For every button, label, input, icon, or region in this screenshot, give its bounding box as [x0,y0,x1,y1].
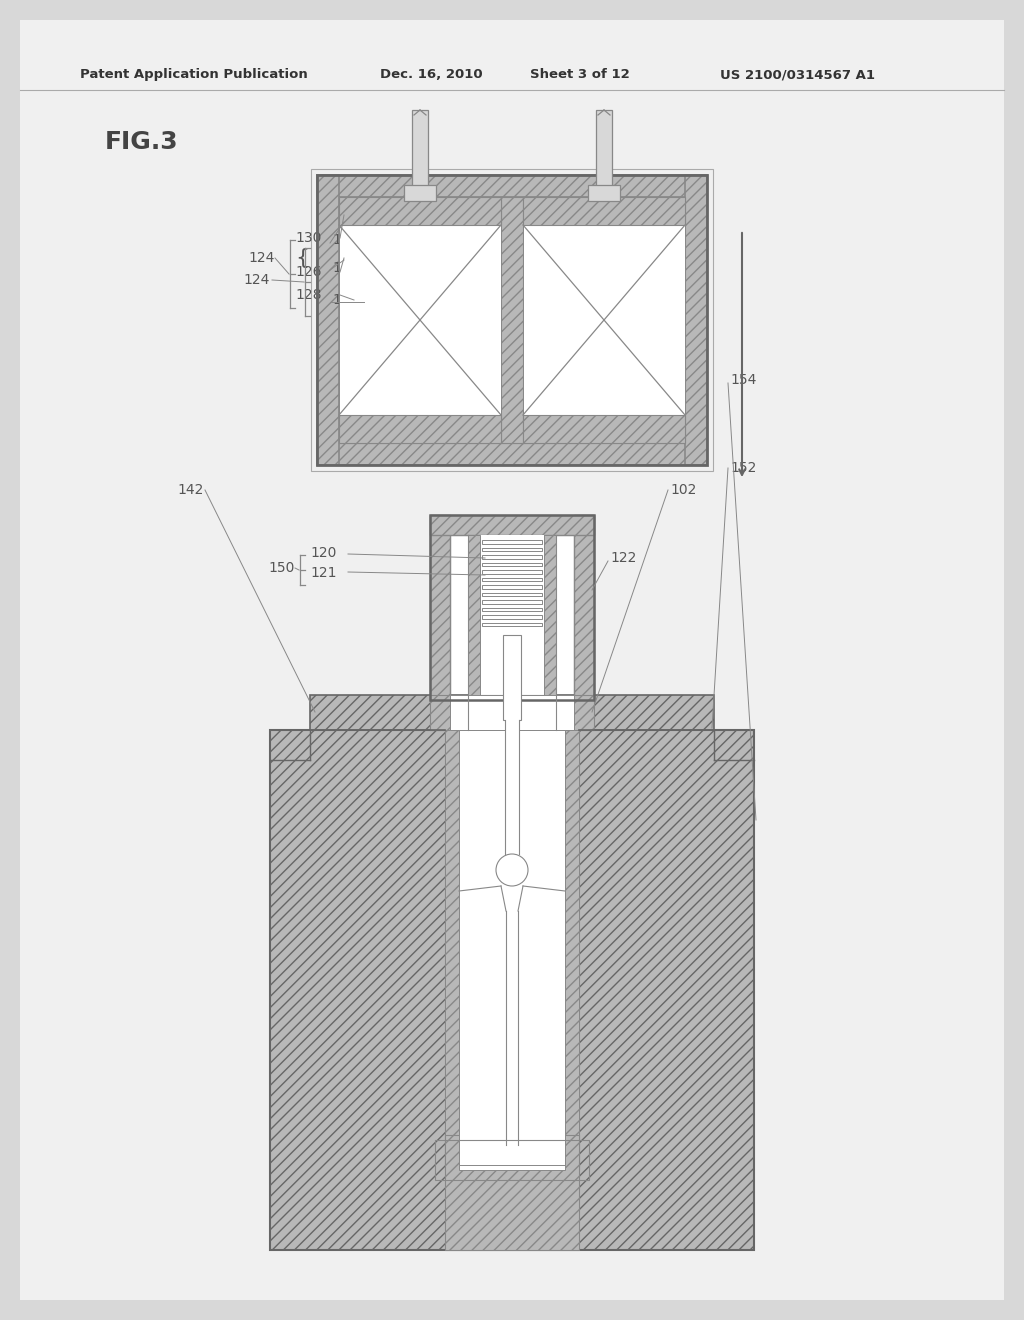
Text: 152: 152 [730,461,757,475]
Bar [596,110,612,197]
Bar [501,197,523,444]
Text: 130: 130 [295,231,322,246]
Bar [404,185,436,201]
Text: 121: 121 [310,566,337,579]
Text: 126: 126 [295,265,322,279]
Bar [503,635,521,719]
Bar [505,715,519,854]
Bar [450,696,574,730]
Bar [339,224,501,414]
Bar [482,601,542,603]
Text: 154: 154 [730,374,757,387]
Bar [459,730,565,1170]
Bar [523,224,685,414]
Bar [311,169,713,471]
Text: 124: 124 [244,273,270,286]
Bar [482,548,542,552]
Text: Dec. 16, 2010: Dec. 16, 2010 [380,69,482,81]
Text: 128: 128 [295,288,322,302]
Bar [565,730,579,1170]
Text: Patent Application Publication: Patent Application Publication [80,69,308,81]
Bar [574,515,594,700]
Bar [544,535,556,700]
Bar [430,515,450,700]
Text: {: { [295,248,309,268]
Text: 124: 124 [249,251,275,265]
Bar [445,730,459,1170]
Bar [685,176,707,465]
Bar [480,535,544,700]
Bar [482,540,542,544]
Bar [450,535,574,700]
Bar [270,730,754,1250]
Bar [482,562,542,566]
Bar [430,515,594,535]
Bar [468,535,480,700]
Circle shape [496,854,528,886]
Bar [459,1140,565,1166]
Text: 128: 128 [332,293,358,308]
Bar [445,730,579,1170]
Bar [430,696,594,730]
Bar [482,570,542,574]
Bar [482,623,542,626]
Text: 102: 102 [670,483,696,498]
Text: 130: 130 [332,234,358,247]
Text: 126: 126 [332,261,358,275]
Bar [482,578,542,581]
Bar [412,110,428,197]
Bar [523,414,685,444]
Bar [482,615,542,619]
Text: Sheet 3 of 12: Sheet 3 of 12 [530,69,630,81]
Bar [430,515,594,700]
Bar [339,414,501,444]
Text: US 2100/0314567 A1: US 2100/0314567 A1 [720,69,874,81]
Bar [310,696,714,730]
Bar [317,176,707,465]
Bar [482,593,542,597]
Text: 142: 142 [177,483,204,498]
Bar [339,197,685,444]
Bar [317,444,707,465]
Bar [482,585,542,589]
Bar [482,554,542,558]
Text: FIG.3: FIG.3 [105,129,178,154]
Text: 120: 120 [310,546,336,560]
Bar [317,176,707,197]
Bar [588,185,620,201]
Text: 150: 150 [268,561,295,576]
Bar [435,1140,589,1180]
Bar [482,607,542,611]
Bar [270,730,310,760]
Bar [317,176,339,465]
Bar [339,197,501,224]
Bar [445,1135,579,1250]
Bar [523,197,685,224]
Text: 122: 122 [610,550,636,565]
